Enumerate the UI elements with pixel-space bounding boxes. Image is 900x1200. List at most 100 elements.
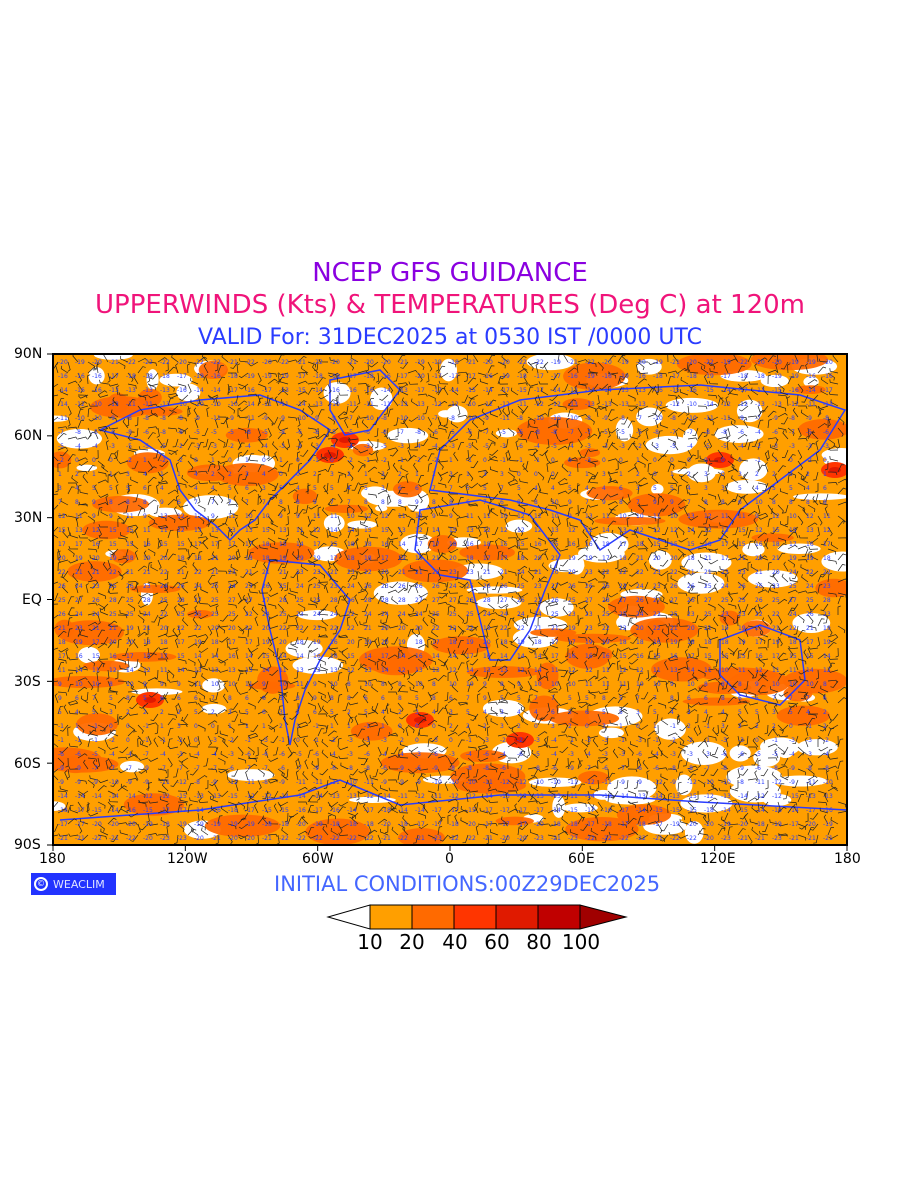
svg-text:16: 16 [568, 541, 576, 548]
svg-text:-4: -4 [211, 751, 217, 758]
svg-text:-22: -22 [585, 359, 595, 366]
svg-text:13: 13 [500, 667, 508, 674]
svg-text:25: 25 [228, 611, 236, 618]
svg-text:5: 5 [466, 485, 470, 492]
svg-text:-2: -2 [160, 457, 166, 464]
svg-text:24: 24 [296, 583, 304, 590]
svg-text:-15: -15 [296, 387, 306, 394]
svg-text:-4: -4 [381, 751, 387, 758]
svg-text:-8: -8 [721, 765, 727, 772]
svg-text:18: 18 [415, 639, 423, 646]
svg-text:-17: -17 [483, 821, 493, 828]
svg-text:7: 7 [177, 485, 181, 492]
svg-text:-14: -14 [755, 807, 765, 814]
wind-area-20-40 [292, 488, 318, 505]
svg-text:9: 9 [279, 513, 283, 520]
svg-text:11: 11 [823, 513, 831, 520]
svg-text:26: 26 [585, 583, 593, 590]
svg-text:8: 8 [704, 681, 708, 688]
svg-text:5: 5 [500, 695, 504, 702]
svg-text:9: 9 [296, 513, 300, 520]
svg-text:-16: -16 [347, 387, 357, 394]
svg-text:15: 15 [670, 541, 678, 548]
svg-text:-17: -17 [75, 821, 85, 828]
svg-text:-22: -22 [279, 359, 289, 366]
wind-area-20-40 [607, 595, 665, 618]
wind-area-60-80 [414, 717, 426, 723]
svg-text:-12: -12 [466, 793, 476, 800]
wind-area-20-40 [432, 636, 491, 655]
svg-text:-9: -9 [806, 415, 812, 422]
svg-text:25: 25 [772, 597, 780, 604]
svg-text:11: 11 [160, 527, 168, 534]
svg-text:-3: -3 [789, 443, 795, 450]
svg-text:12: 12 [92, 527, 100, 534]
svg-text:-11: -11 [568, 793, 578, 800]
calm-area [607, 776, 657, 801]
svg-text:14: 14 [517, 653, 525, 660]
svg-text:11: 11 [398, 513, 406, 520]
svg-text:-3: -3 [347, 737, 353, 744]
svg-text:-1: -1 [364, 457, 370, 464]
svg-text:-9: -9 [228, 415, 234, 422]
svg-text:14: 14 [687, 527, 695, 534]
svg-text:-13: -13 [636, 793, 646, 800]
svg-text:-8: -8 [381, 429, 387, 436]
svg-text:21: 21 [500, 569, 508, 576]
svg-text:5: 5 [245, 709, 249, 716]
svg-text:9: 9 [92, 513, 96, 520]
svg-text:-9: -9 [109, 415, 115, 422]
svg-text:2: 2 [755, 723, 759, 730]
svg-text:-18: -18 [364, 821, 374, 828]
svg-text:5: 5 [58, 709, 62, 716]
svg-text:16: 16 [143, 541, 151, 548]
svg-text:1: 1 [619, 723, 623, 730]
svg-text:2: 2 [687, 709, 691, 716]
svg-text:-15: -15 [92, 807, 102, 814]
svg-text:3: 3 [279, 709, 283, 716]
svg-text:26: 26 [347, 597, 355, 604]
svg-text:-5: -5 [806, 429, 812, 436]
svg-text:6: 6 [585, 709, 589, 716]
svg-text:18: 18 [126, 555, 134, 562]
svg-text:0: 0 [823, 457, 827, 464]
svg-text:-14: -14 [58, 793, 68, 800]
svg-text:-5: -5 [330, 429, 336, 436]
svg-text:21: 21 [670, 625, 678, 632]
svg-text:2: 2 [313, 471, 317, 478]
svg-text:11: 11 [602, 513, 610, 520]
svg-text:2: 2 [483, 723, 487, 730]
svg-text:0: 0 [585, 723, 589, 730]
svg-text:-1: -1 [58, 723, 64, 730]
svg-text:12: 12 [585, 667, 593, 674]
svg-text:23: 23 [738, 569, 746, 576]
svg-text:-11: -11 [313, 779, 323, 786]
svg-text:-11: -11 [398, 793, 408, 800]
svg-text:5: 5 [296, 709, 300, 716]
svg-text:17: 17 [245, 541, 253, 548]
svg-text:22: 22 [755, 611, 763, 618]
svg-text:12: 12 [347, 667, 355, 674]
svg-text:13: 13 [398, 527, 406, 534]
svg-text:23: 23 [75, 625, 83, 632]
svg-text:0: 0 [738, 457, 742, 464]
svg-text:24: 24 [364, 611, 372, 618]
svg-text:4: 4 [194, 471, 198, 478]
svg-text:-14: -14 [296, 401, 306, 408]
svg-text:7: 7 [483, 499, 487, 506]
svg-text:22: 22 [670, 569, 678, 576]
svg-text:-8: -8 [789, 415, 795, 422]
svg-text:3: 3 [245, 471, 249, 478]
svg-text:-1: -1 [653, 737, 659, 744]
svg-text:5: 5 [738, 709, 742, 716]
svg-text:1: 1 [245, 457, 249, 464]
svg-text:-15: -15 [704, 387, 714, 394]
svg-text:19: 19 [738, 639, 746, 646]
svg-text:5: 5 [568, 695, 572, 702]
svg-text:-10: -10 [653, 415, 663, 422]
svg-text:-19: -19 [721, 821, 731, 828]
svg-text:-18: -18 [143, 373, 153, 380]
svg-text:-11: -11 [279, 401, 289, 408]
svg-text:24: 24 [789, 611, 797, 618]
svg-text:5: 5 [313, 485, 317, 492]
